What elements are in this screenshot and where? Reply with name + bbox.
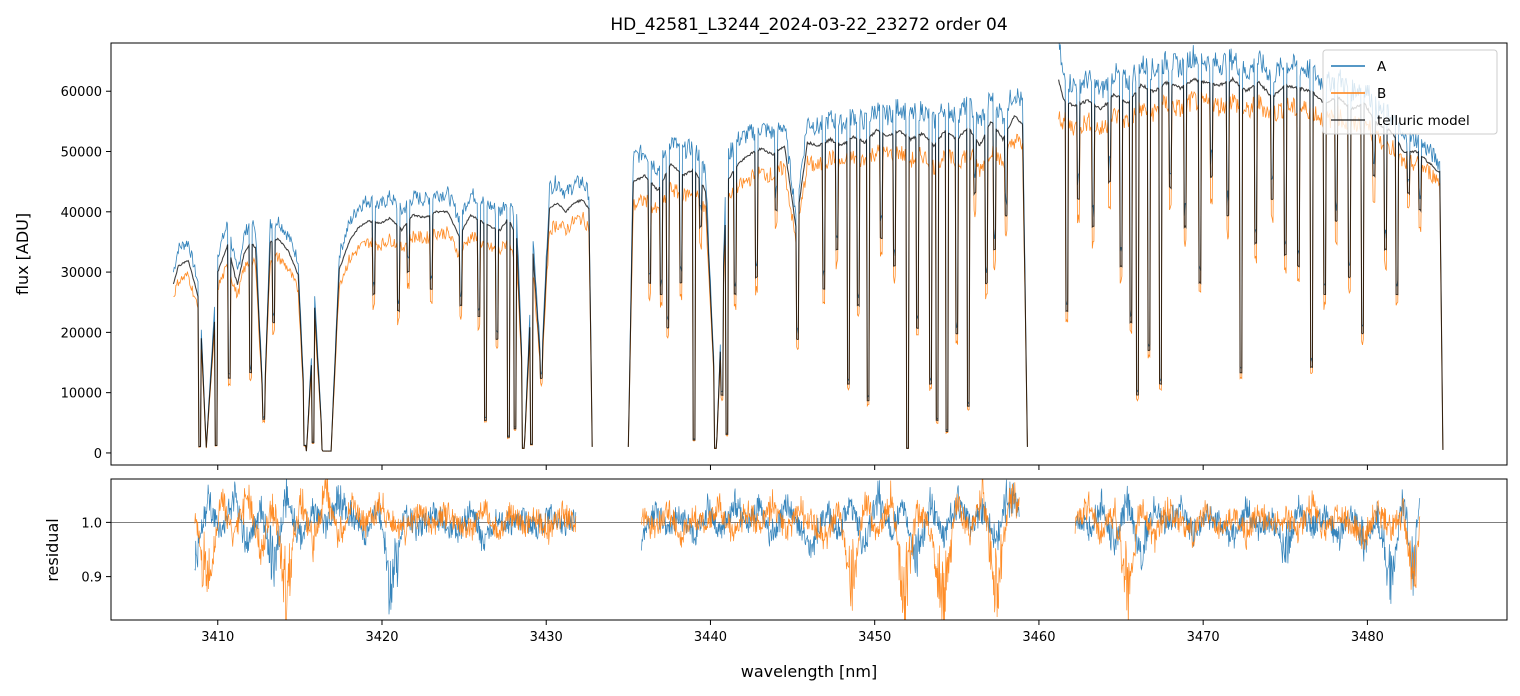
top-y-tick-label: 50000 xyxy=(61,146,102,161)
x-tick-label: 3460 xyxy=(1022,630,1055,645)
legend-label-A: A xyxy=(1377,59,1387,75)
x-tick-label: 3470 xyxy=(1187,630,1220,645)
top-axes-frame xyxy=(110,42,1508,466)
residual-A-segment-1 xyxy=(641,479,1020,577)
top-y-tick-label: 20000 xyxy=(61,326,102,341)
legend-label-B: B xyxy=(1377,86,1386,102)
residual-axes-frame xyxy=(110,478,1508,621)
residual-y-tick-label: 0.9 xyxy=(81,571,102,586)
x-tick-label: 3410 xyxy=(201,630,234,645)
legend-label-telluric-model: telluric model xyxy=(1377,113,1470,129)
series-telluric-model-segment-1 xyxy=(627,115,1028,449)
top-x-ticks xyxy=(217,465,1368,470)
series-B-segment-2 xyxy=(1058,91,1444,450)
residual-B-segment-2 xyxy=(1074,490,1421,620)
x-tick-label: 3440 xyxy=(694,630,727,645)
top-y-tick-label: 60000 xyxy=(61,85,102,100)
x-axis-label: wavelength [nm] xyxy=(741,662,878,681)
x-tick-label: 3420 xyxy=(365,630,398,645)
top-y-tick-label: 30000 xyxy=(61,266,102,281)
top-y-tick-label: 0 xyxy=(94,447,102,462)
chart-title: HD_42581_L3244_2024-03-22_23272 order 04 xyxy=(610,15,1007,35)
top-y-axis-label: flux [ADU] xyxy=(13,213,32,295)
residual-B-segment-0 xyxy=(194,479,577,620)
top-y-ticks: 0 10000 20000 30000 40000 50000 60000 xyxy=(61,85,111,462)
residual-y-tick-label: 1.0 xyxy=(81,516,102,531)
x-tick-label: 3480 xyxy=(1351,630,1384,645)
top-y-tick-label: 10000 xyxy=(61,387,102,402)
x-tick-label: 3430 xyxy=(530,630,563,645)
residual-y-axis-label: residual xyxy=(43,518,62,581)
top-series-layer xyxy=(172,43,1444,452)
residual-B-segment-1 xyxy=(641,479,1020,620)
residual-series-layer xyxy=(111,479,1507,620)
residual-A-segment-0 xyxy=(194,479,577,615)
series-B-segment-1 xyxy=(627,133,1028,450)
series-telluric-model-segment-0 xyxy=(172,198,593,452)
residual-x-ticks: 3410 3420 3430 3440 3450 3460 3470 3480 xyxy=(201,620,1384,645)
x-tick-label: 3450 xyxy=(858,630,891,645)
top-y-tick-label: 40000 xyxy=(61,206,102,221)
legend-box xyxy=(1322,49,1498,135)
residual-y-ticks: 0.9 1.0 xyxy=(81,516,111,586)
series-A-segment-0 xyxy=(173,175,593,452)
